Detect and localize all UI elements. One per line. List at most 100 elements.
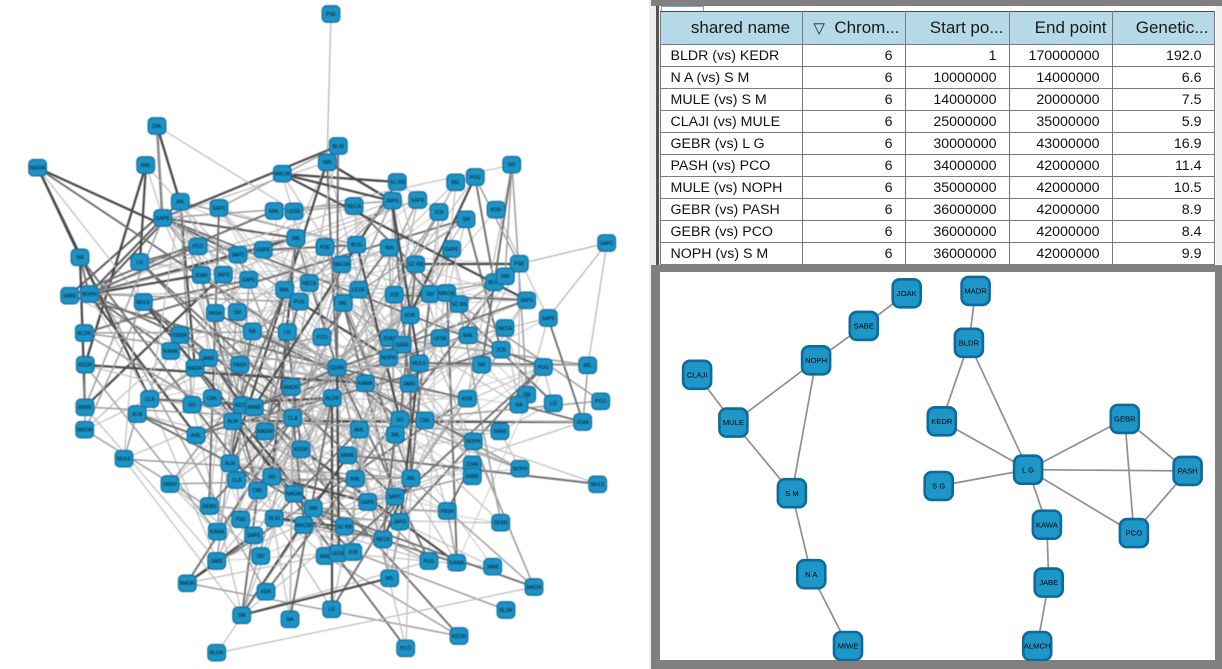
svg-text:JOAK: JOAK [466,462,480,468]
svg-text:PASH: PASH [233,363,247,369]
svg-text:KAWA: KAWA [164,349,179,355]
svg-text:PSE: PSE [326,12,337,18]
svg-text:SAPC: SAPC [388,495,402,501]
svg-text:LEGE: LEGE [332,551,346,557]
svg-text:SAPC: SAPC [231,253,245,259]
svg-text:JCB: JCB [390,293,400,299]
svg-text:SABE: SABE [854,322,874,331]
svg-text:NAGW: NAGW [257,429,273,435]
svg-text:PASH: PASH [209,311,223,317]
svg-text:PCO: PCO [595,399,606,405]
svg-text:SAPE: SAPE [542,316,556,322]
svg-text:SAPC: SAPC [600,241,614,247]
svg-text:SC RB: SC RB [337,525,353,531]
svg-text:GEBR: GEBR [330,366,345,372]
svg-text:JML: JML [291,236,301,242]
svg-text:CML: CML [252,488,263,494]
svg-text:SM: SM [238,613,246,619]
svg-text:MULE: MULE [412,361,427,367]
svg-text:KAWA: KAWA [358,381,373,387]
svg-text:MADR: MADR [180,581,195,587]
svg-text:NIN: NIN [385,246,394,252]
svg-text:TAT: TAT [477,363,486,369]
svg-text:MACW: MACW [334,262,350,268]
svg-text:MAL: MAL [280,288,291,294]
svg-text:KEDR: KEDR [294,447,308,453]
svg-text:JCB: JCB [496,348,506,354]
svg-text:SG: SG [396,418,403,424]
svg-text:MAL: MAL [269,209,280,215]
svg-text:LEGE: LEGE [287,209,301,215]
svg-text:SG: SG [188,403,195,409]
svg-text:PCO: PCO [193,244,204,250]
svg-text:GAPE: GAPE [445,247,460,253]
svg-text:CLA: CLA [232,478,242,484]
svg-text:PASH: PASH [1178,467,1198,476]
svg-text:SABE: SABE [466,474,480,480]
svg-text:MIWE: MIWE [341,453,355,459]
svg-text:KEDR: KEDR [78,363,92,369]
svg-text:BLIG: BLIG [351,243,363,249]
svg-text:SABE: SABE [493,429,507,435]
svg-text:MADR: MADR [284,385,299,391]
svg-text:KEDR: KEDR [931,417,953,426]
svg-text:NIN: NIN [323,160,332,166]
svg-text:JOAK: JOAK [195,273,209,279]
svg-text:KEDR: KEDR [235,403,249,409]
svg-text:SAPE: SAPE [411,198,425,204]
svg-text:GEBR: GEBR [1114,415,1136,424]
svg-text:LG: LG [136,260,143,266]
svg-text:NIN: NIN [309,506,318,512]
svg-text:LG: LG [284,330,291,336]
svg-text:L G: L G [1022,465,1034,474]
svg-text:ALMCH: ALMCH [1024,642,1051,651]
svg-text:CLA: CLA [288,416,298,422]
svg-text:S G: S G [932,482,945,491]
svg-text:PSE: PSE [320,245,331,251]
svg-text:KDR: KDR [491,208,502,214]
svg-text:JML: JML [176,200,186,206]
svg-text:SAPE: SAPE [242,278,256,284]
svg-text:BLDR: BLDR [959,338,980,347]
svg-text:AML: AML [141,163,152,169]
svg-text:BLDR: BLDR [210,651,224,657]
svg-text:SM: SM [234,310,242,316]
svg-text:SC RB: SC RB [390,180,406,186]
svg-text:MACW: MACW [274,172,290,178]
svg-text:PUG: PUG [424,559,435,565]
svg-text:NAGW: NAGW [286,492,302,498]
svg-text:MIL: MIL [386,576,395,582]
svg-text:GAPE: GAPE [256,248,271,254]
svg-text:MIWE: MIWE [838,642,859,651]
svg-text:SABE: SABE [395,343,409,349]
svg-text:NAGW: NAGW [77,428,93,434]
svg-text:NECA: NECA [347,204,362,210]
svg-text:BLDR: BLDR [499,608,513,614]
svg-text:KAWA: KAWA [1036,520,1059,529]
svg-text:MACW: MACW [439,291,455,297]
svg-text:PSE: PSE [236,517,247,523]
svg-text:MIL: MIL [584,363,593,369]
svg-text:CLAJI: CLAJI [687,370,708,379]
svg-text:ALM: ALM [228,419,238,425]
svg-text:JABE: JABE [202,356,215,362]
svg-text:NOPH: NOPH [805,356,827,365]
svg-text:MAL: MAL [320,554,331,560]
svg-text:SM: SM [523,393,531,399]
svg-text:KAWA: KAWA [210,530,225,536]
svg-text:KDR: KDR [405,313,416,319]
svg-text:GEBR: GEBR [202,504,217,510]
svg-text:KDR: KDR [261,590,272,596]
svg-text:GEBR: GEBR [173,333,188,339]
svg-text:NECA: NECA [302,281,317,287]
svg-text:PASH: PASH [163,482,177,488]
svg-text:AML: AML [350,477,361,483]
svg-text:N A: N A [805,570,818,579]
svg-text:BLIG: BLIG [333,144,345,150]
svg-text:JAPG: JAPG [393,520,406,526]
svg-text:MADR: MADR [964,287,987,296]
svg-text:NA: NA [249,329,257,335]
svg-text:AML: AML [191,433,202,439]
svg-text:KAWA: KAWA [450,561,465,567]
svg-text:PSE: PSE [514,262,525,268]
